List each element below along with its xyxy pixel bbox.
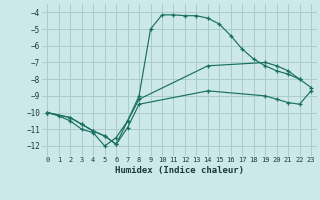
X-axis label: Humidex (Indice chaleur): Humidex (Indice chaleur): [115, 166, 244, 175]
